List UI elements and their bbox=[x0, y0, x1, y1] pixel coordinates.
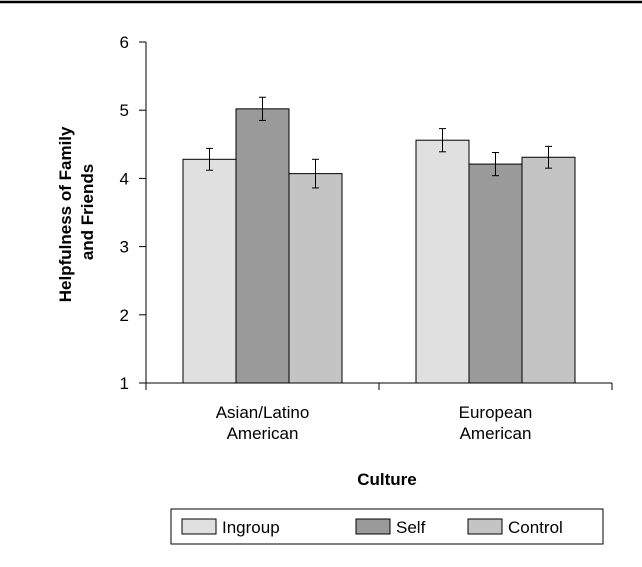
x-axis-label: Culture bbox=[357, 470, 417, 489]
legend-swatch-ingroup bbox=[181, 518, 217, 535]
legend-label-ingroup: Ingroup bbox=[222, 518, 280, 537]
category-label-line: Asian/Latino bbox=[216, 403, 310, 422]
y-tick-label: 2 bbox=[120, 306, 129, 325]
plot-area bbox=[182, 96, 576, 384]
x-axis-ticks: Asian/Latino American European American bbox=[145, 383, 613, 443]
bar-control bbox=[521, 156, 576, 384]
bar-ingroup bbox=[415, 139, 470, 384]
bar-self bbox=[235, 108, 290, 384]
category-label-line: European bbox=[459, 403, 533, 422]
bar-self bbox=[468, 163, 523, 384]
legend-label-self: Self bbox=[396, 518, 426, 537]
bar-control bbox=[288, 173, 343, 384]
y-axis-label: Helpfulness of Family and Friends bbox=[56, 122, 97, 302]
y-axis-label-line-2: and Friends bbox=[78, 164, 97, 260]
y-tick-label: 5 bbox=[120, 101, 129, 120]
y-tick-label: 6 bbox=[120, 33, 129, 52]
category-label: European American bbox=[459, 403, 533, 443]
legend: Ingroup Self Control bbox=[170, 508, 604, 545]
y-tick-label: 1 bbox=[120, 374, 129, 393]
category-label-line: American bbox=[227, 424, 299, 443]
legend-swatch-self bbox=[355, 518, 391, 535]
category-label-line: American bbox=[460, 424, 532, 443]
bar-ingroup bbox=[182, 158, 237, 384]
legend-label-control: Control bbox=[508, 518, 563, 537]
y-tick-label: 4 bbox=[120, 169, 129, 188]
y-axis-ticks: 1 2 3 4 5 6 bbox=[120, 33, 146, 393]
legend-swatch-control bbox=[467, 518, 503, 535]
y-tick-label: 3 bbox=[120, 238, 129, 257]
y-axis-label-line-1: Helpfulness of Family bbox=[56, 126, 75, 302]
category-label: Asian/Latino American bbox=[216, 403, 310, 443]
